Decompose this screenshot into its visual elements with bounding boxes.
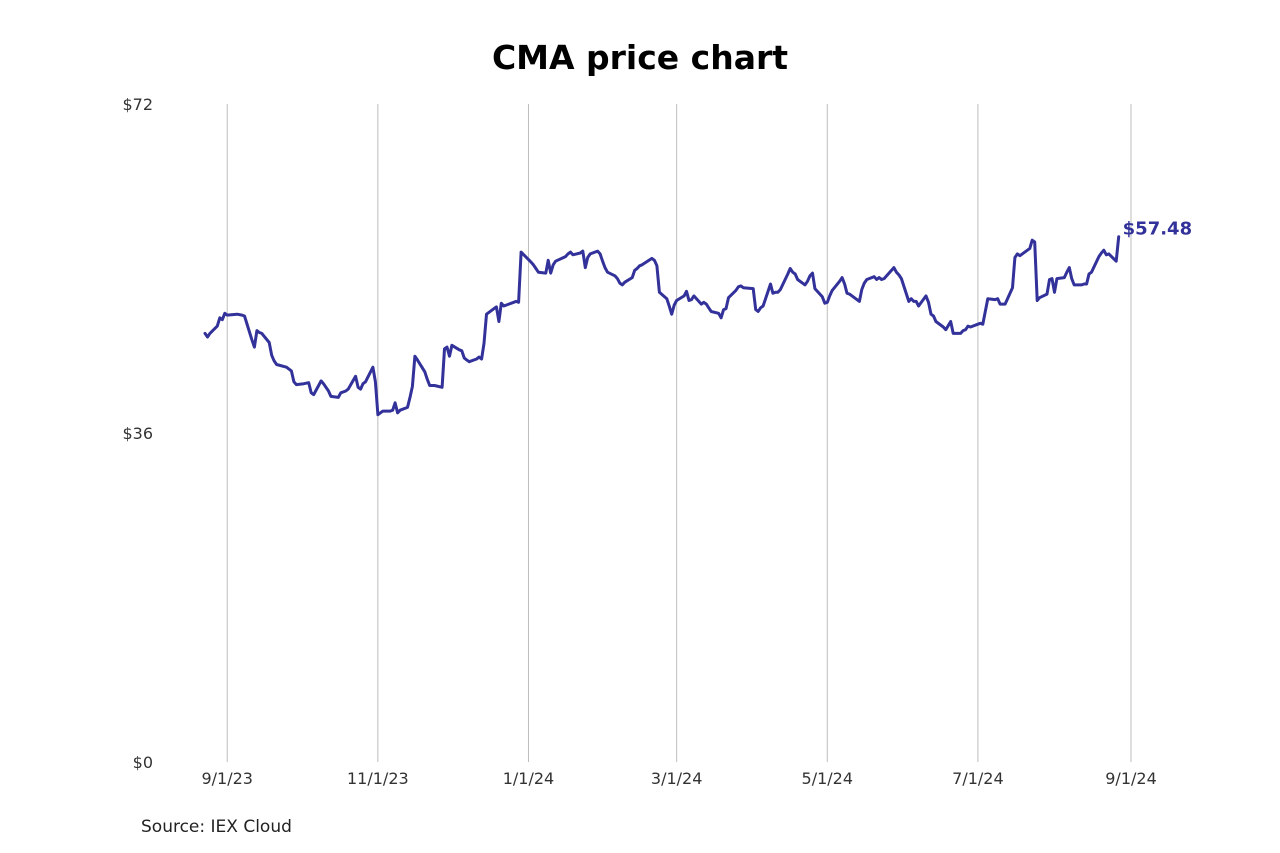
chart-title: CMA price chart (491, 38, 789, 77)
x-tick-label: 9/1/24 (1105, 769, 1157, 788)
y-tick-label: $36 (122, 424, 153, 443)
x-tick-label: 5/1/24 (802, 769, 854, 788)
series-layer (203, 235, 1121, 417)
annotation-layer: $57.48 (1123, 219, 1192, 240)
x-tick-label: 9/1/23 (201, 769, 253, 788)
x-tick-label: 11/1/23 (347, 769, 409, 788)
y-tick-label: $0 (133, 753, 153, 772)
source-note: Source: IEX Cloud (141, 817, 292, 837)
axis-layer: 9/1/23 11/1/23 1/1/24 3/1/24 5/1/24 7/1/24 9/1… (122, 95, 1156, 788)
y-tick-label: $72 (122, 95, 153, 114)
grid-layer (226, 104, 1132, 762)
x-tick-label: 3/1/24 (651, 769, 703, 788)
series-line (203, 235, 1121, 417)
x-tick-label: 7/1/24 (952, 769, 1004, 788)
last-price-label: $57.48 (1123, 219, 1192, 240)
x-tick-label: 1/1/24 (503, 769, 555, 788)
